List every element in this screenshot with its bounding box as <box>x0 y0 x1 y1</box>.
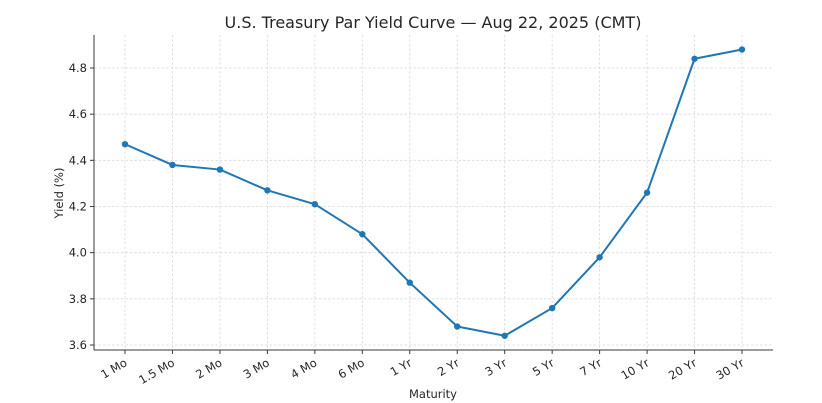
x-tick-label: 3 Yr <box>483 355 510 379</box>
data-point-marker <box>264 187 271 194</box>
y-tick-label: 3.8 <box>69 292 87 306</box>
data-point-marker <box>643 189 651 196</box>
data-point-marker <box>169 161 176 169</box>
data-point-marker <box>738 46 746 53</box>
data-series <box>121 46 746 339</box>
y-tick-label: 4.4 <box>69 153 87 167</box>
x-tick-label: 30 Yr <box>713 355 746 382</box>
x-tick-label: 4 Mo <box>288 355 319 381</box>
data-point-marker <box>501 332 508 339</box>
y-axis-label: Yield (%) <box>52 168 66 220</box>
x-tick-label: 2 Yr <box>435 355 462 379</box>
axes-spines <box>93 35 773 351</box>
y-axis-ticks: 3.6 3.8 4.0 4.2 4.4 4.6 4.8 <box>69 61 94 352</box>
data-point-marker <box>216 166 224 173</box>
yield-line <box>124 48 743 337</box>
chart-title: U.S. Treasury Par Yield Curve — Aug 22, … <box>225 13 642 32</box>
x-tick-label: 5 Yr <box>530 355 557 379</box>
data-point-marker <box>121 140 129 148</box>
data-point-marker <box>406 279 413 286</box>
y-tick-label: 3.6 <box>69 338 87 352</box>
data-point-marker <box>691 55 698 62</box>
x-tick-label: 20 Yr <box>666 355 699 382</box>
x-tick-label: 3 Mo <box>241 355 272 381</box>
x-tick-label: 1 Mo <box>98 355 129 381</box>
x-tick-label: 7 Yr <box>577 355 604 379</box>
y-tick-label: 4.2 <box>69 200 87 214</box>
grid <box>94 35 773 350</box>
y-tick-label: 4.8 <box>69 61 87 75</box>
data-point-marker <box>596 254 603 261</box>
data-point-marker <box>359 231 366 238</box>
x-tick-label: 1.5 Mo <box>136 355 177 387</box>
x-tick-label: 2 Mo <box>193 355 224 381</box>
y-tick-label: 4.6 <box>69 107 87 121</box>
y-tick-label: 4.0 <box>69 246 87 260</box>
data-point-marker <box>454 323 461 330</box>
x-tick-label: 6 Mo <box>336 355 367 381</box>
data-point-marker <box>311 200 319 208</box>
data-point-marker <box>548 304 556 312</box>
x-axis-label: Maturity <box>409 387 457 401</box>
x-tick-label: 10 Yr <box>619 355 652 382</box>
x-tick-label: 1 Yr <box>388 355 415 379</box>
x-axis-ticks: 1 Mo 1.5 Mo 2 Mo 3 Mo 4 Mo 6 Mo 1 Yr 2 Yr 3 Yr 5 … <box>98 350 747 387</box>
